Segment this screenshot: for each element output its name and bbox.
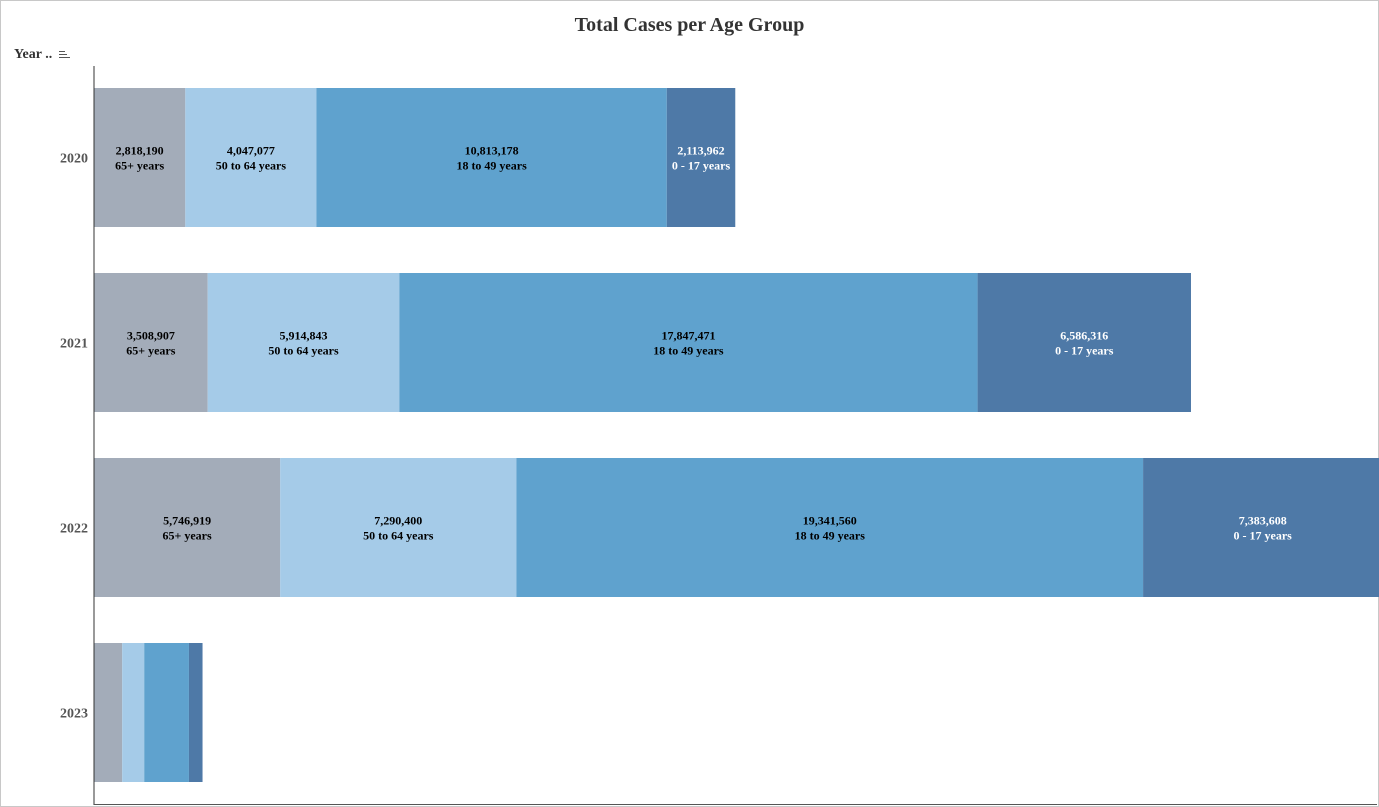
bar-value-label: 2,818,190 [116,144,164,158]
bar-value-label: 4,047,077 [227,144,275,158]
bar-segment-2020-2[interactable] [316,88,667,227]
bar-series-label: 50 to 64 years [268,344,339,358]
bar-segment-2021-2[interactable] [399,273,978,412]
bar-series-label: 18 to 49 years [795,529,866,543]
bar-value-label: 10,813,178 [465,144,519,158]
bar-value-label: 5,746,919 [163,514,211,528]
bar-value-label: 7,383,608 [1239,514,1287,528]
bar-series-label: 65+ years [115,159,164,173]
bar-segment-2023-2[interactable] [144,643,189,782]
bar-series-label: 18 to 49 years [653,344,724,358]
bar-series-label: 0 - 17 years [1234,529,1293,543]
bar-segment-2020-0[interactable] [94,88,186,227]
bar-value-label: 2,113,962 [677,144,724,158]
chart-title: Total Cases per Age Group [574,14,805,36]
bar-value-label: 7,290,400 [374,514,422,528]
bar-value-label: 3,508,907 [127,329,175,343]
bar-segment-2023-0[interactable] [94,643,123,782]
bar-series-label: 65+ years [126,344,175,358]
bar-series-label: 18 to 49 years [456,159,527,173]
bar-segment-2021-0[interactable] [94,273,208,412]
bar-segment-2020-3[interactable] [666,88,736,227]
bar-segment-2022-0[interactable] [94,458,281,597]
bar-series-label: 50 to 64 years [363,529,434,543]
sort-descending-icon[interactable] [58,50,70,59]
y-tick-label-2020: 2020 [60,152,88,167]
bar-series-label: 0 - 17 years [1055,344,1114,358]
bar-segment-2021-3[interactable] [977,273,1191,412]
y-tick-label-2023: 2023 [60,707,88,722]
bar-value-label: 6,586,316 [1060,329,1108,343]
y-tick-label-2022: 2022 [60,522,88,537]
bar-segment-2022-2[interactable] [516,458,1144,597]
bar-series-label: 65+ years [163,529,212,543]
bar-segment-2021-1[interactable] [207,273,400,412]
bar-segment-2022-1[interactable] [280,458,517,597]
bar-segment-2020-1[interactable] [185,88,317,227]
bar-segment-2023-3[interactable] [188,643,203,782]
bar-segment-2022-3[interactable] [1143,458,1379,597]
bar-value-label: 5,914,843 [280,329,328,343]
bar-series-label: 50 to 64 years [216,159,287,173]
bar-value-label: 19,341,560 [803,514,857,528]
y-tick-label-2021: 2021 [60,337,88,352]
bar-series-label: 0 - 17 years [672,159,731,173]
y-axis-header[interactable]: Year .. [14,47,70,63]
y-axis-title: Year .. [14,47,53,62]
bar-value-label: 17,847,471 [661,329,715,343]
bar-segment-2023-1[interactable] [122,643,145,782]
